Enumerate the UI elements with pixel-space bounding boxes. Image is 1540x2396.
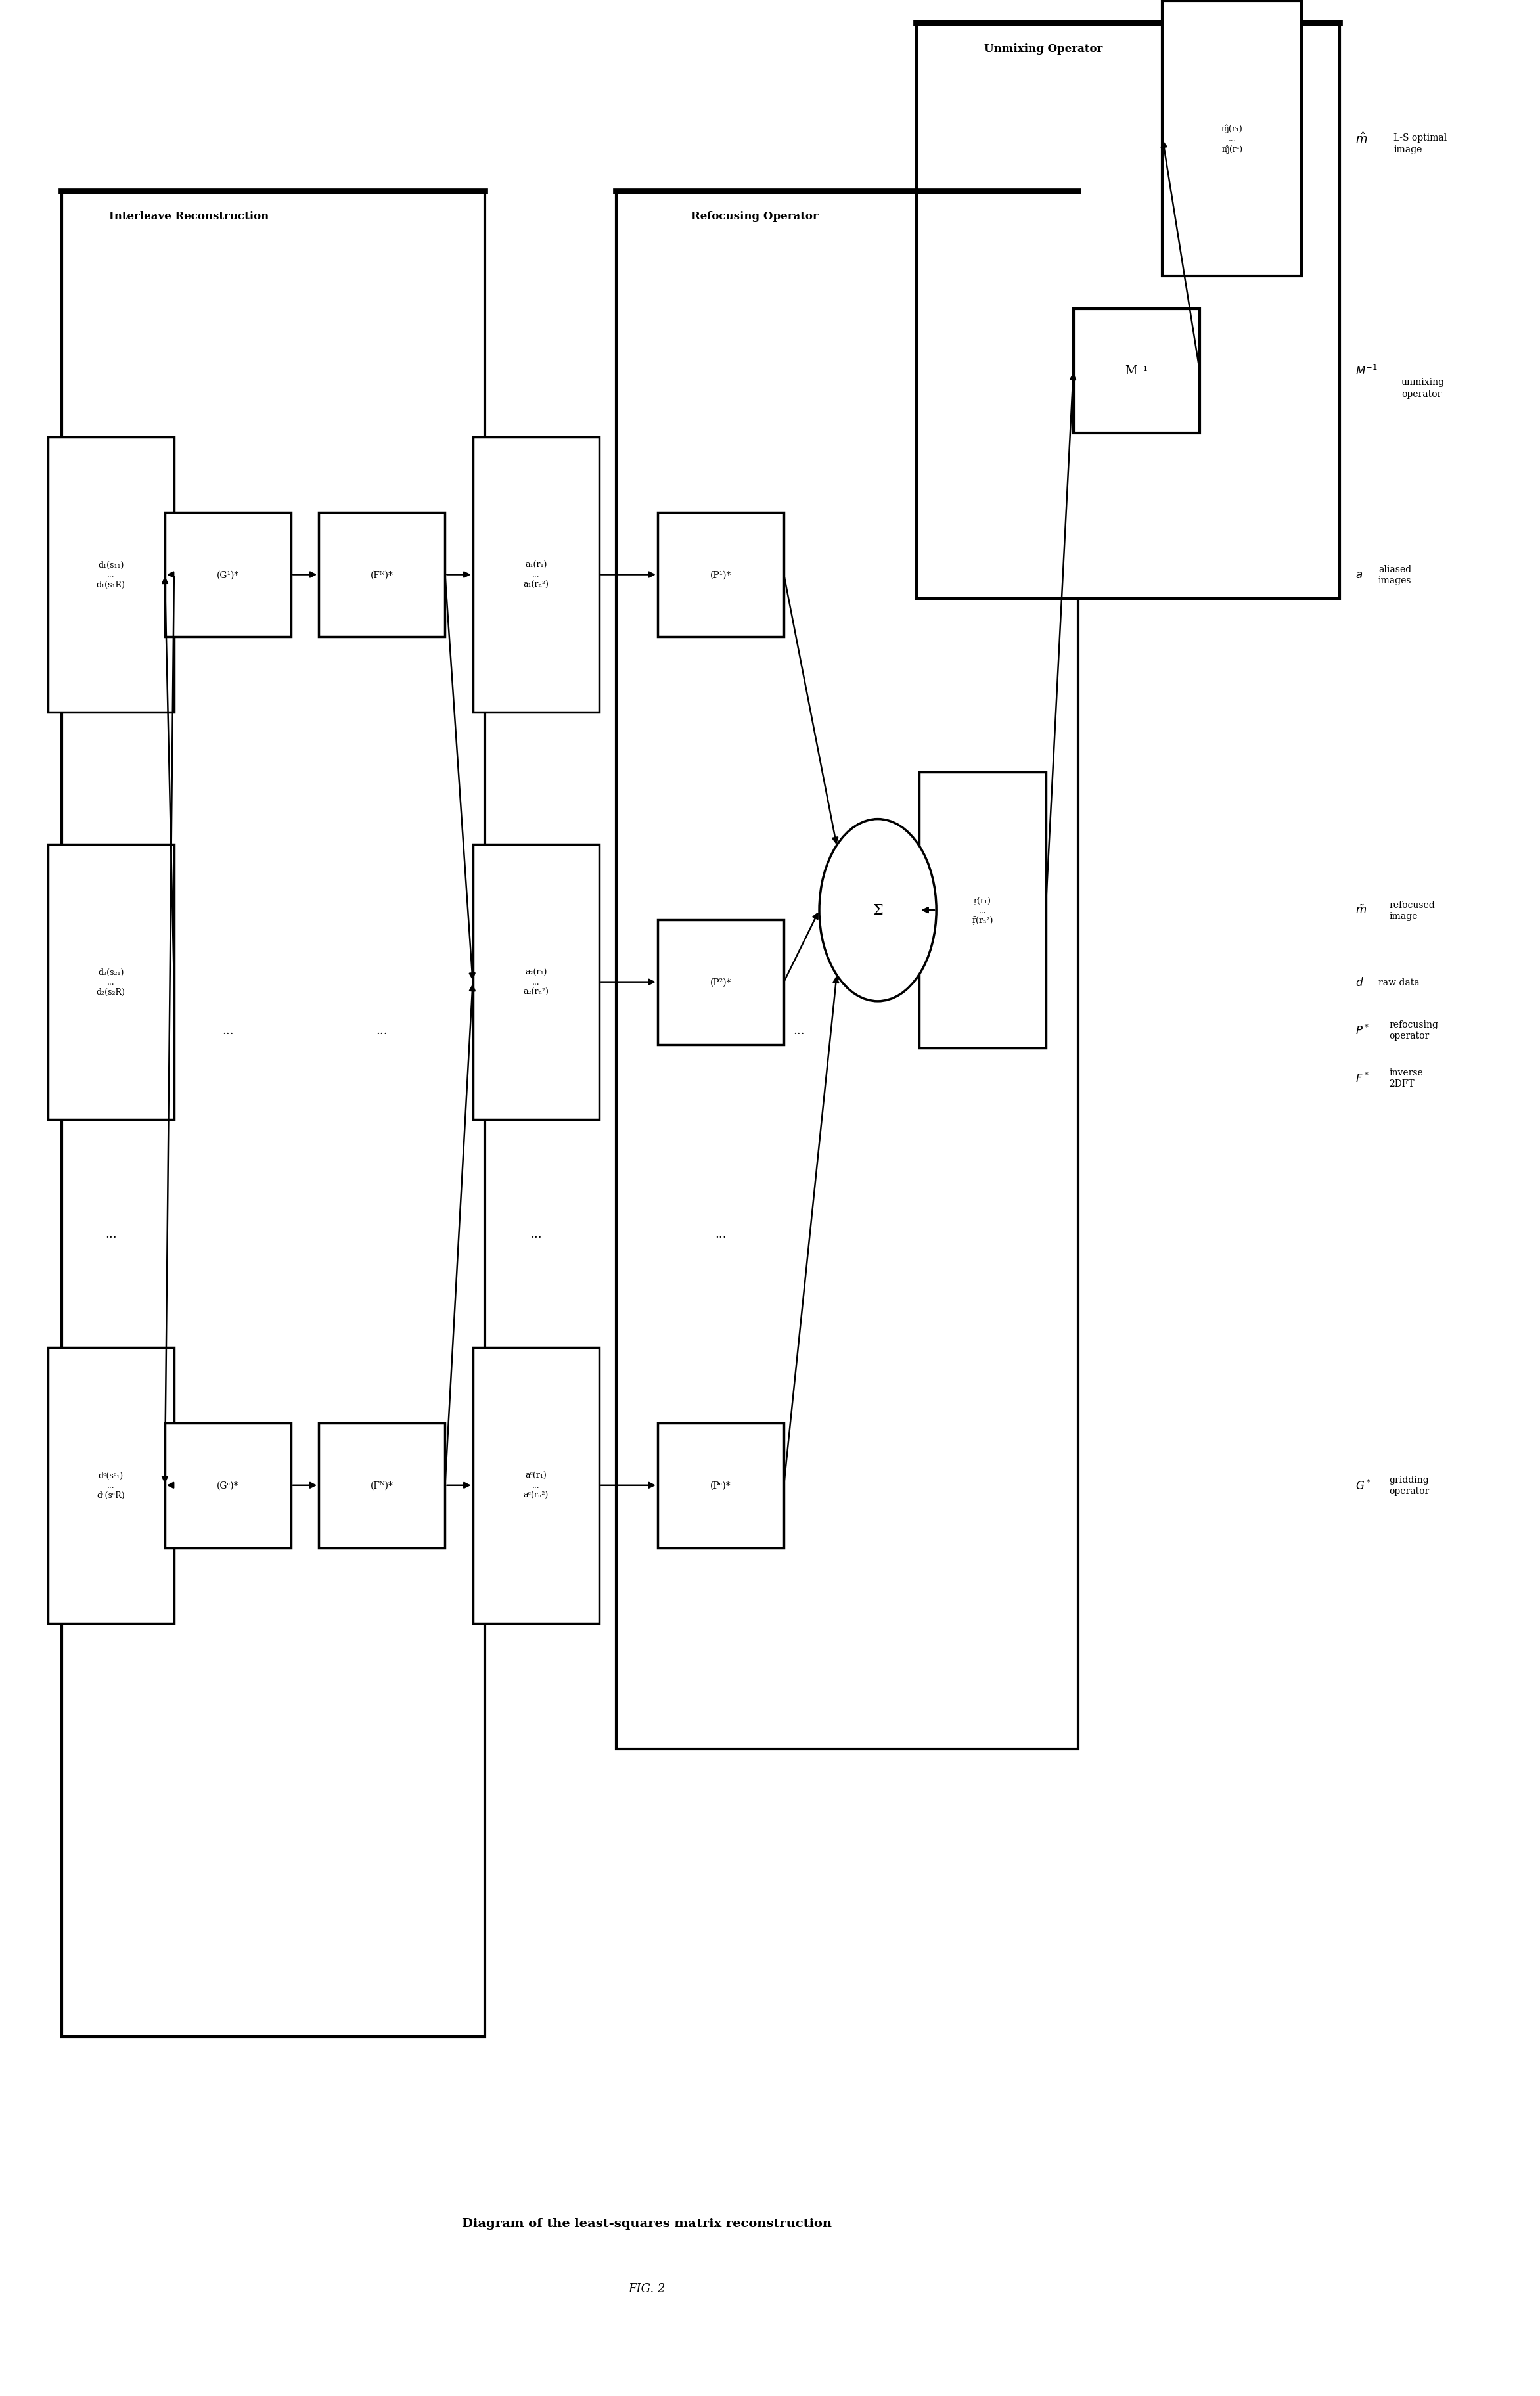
Bar [473,846,599,1121]
Circle shape [819,819,936,1002]
Text: raw data: raw data [1378,978,1420,987]
Text: ...: ... [376,1025,388,1035]
Text: unmixing
operator: unmixing operator [1401,379,1445,398]
Bar [473,436,599,714]
Text: $d$: $d$ [1355,978,1363,987]
Text: $\hat{m}$: $\hat{m}$ [1355,132,1368,146]
Text: ...: ... [105,1229,117,1239]
Text: (Gᶜ)*: (Gᶜ)* [217,1481,239,1490]
Text: ṝ(r₁)
...
ṝ(rₙ²): ṝ(r₁) ... ṝ(rₙ²) [972,896,993,925]
Bar [62,192,485,2037]
Text: ...: ... [222,1025,234,1035]
Bar [658,513,784,637]
Text: Σ: Σ [873,903,882,918]
Text: $\tilde{m}$: $\tilde{m}$ [1355,903,1366,918]
Bar [48,1347,174,1624]
Text: $P^*$: $P^*$ [1355,1023,1369,1037]
Bar [319,1423,445,1548]
Text: (G¹)*: (G¹)* [217,570,239,580]
Bar [916,24,1340,599]
Bar [616,192,1078,1749]
Bar [165,1423,291,1548]
Text: (Fᴺ)*: (Fᴺ)* [371,570,393,580]
Text: inverse
2DFT: inverse 2DFT [1389,1069,1423,1088]
Text: gridding
operator: gridding operator [1389,1476,1429,1495]
Text: M⁻¹: M⁻¹ [1126,367,1147,376]
Text: d₁(s₁₁)
...
d₁(s₁R): d₁(s₁₁) ... d₁(s₁R) [97,561,125,589]
Text: Diagram of the least-squares matrix reconstruction: Diagram of the least-squares matrix reco… [462,2219,832,2228]
Text: ...: ... [793,1025,805,1035]
Text: Interleave Reconstruction: Interleave Reconstruction [109,211,268,223]
Bar [48,436,174,714]
Text: (P¹)*: (P¹)* [710,570,731,580]
Text: a₁(r₁)
...
a₁(rₙ²): a₁(r₁) ... a₁(rₙ²) [524,561,548,589]
Text: (P²)*: (P²)* [710,978,731,987]
Text: FIG. 2: FIG. 2 [628,2283,665,2293]
Bar [319,513,445,637]
Text: $G^*$: $G^*$ [1355,1478,1371,1493]
Text: d₂(s₂₁)
...
d₂(s₂R): d₂(s₂₁) ... d₂(s₂R) [97,968,125,997]
Text: ...: ... [715,1229,727,1239]
Bar [473,1347,599,1624]
Text: ...: ... [530,1229,542,1239]
Bar [48,846,174,1121]
Text: aᶜ(r₁)
...
aᶜ(rₙ²): aᶜ(r₁) ... aᶜ(rₙ²) [524,1471,548,1500]
Text: refocusing
operator: refocusing operator [1389,1021,1438,1040]
Text: a₂(r₁)
...
a₂(rₙ²): a₂(r₁) ... a₂(rₙ²) [524,968,548,997]
Text: $a$: $a$ [1355,570,1363,580]
Text: $F^*$: $F^*$ [1355,1071,1369,1085]
Text: dᶜ(sᶜ₁)
...
dᶜ(sᶜR): dᶜ(sᶜ₁) ... dᶜ(sᶜR) [97,1471,125,1500]
Text: refocused
image: refocused image [1389,901,1435,920]
Text: L-S optimal
image: L-S optimal image [1394,134,1448,153]
Text: $M^{-1}$: $M^{-1}$ [1355,364,1377,379]
Text: (Pᶜ)*: (Pᶜ)* [710,1481,731,1490]
Bar [1073,309,1200,434]
Bar [919,772,1046,1049]
Bar [1163,2,1301,278]
Bar [165,513,291,637]
Text: Unmixing Operator: Unmixing Operator [984,43,1103,55]
Bar [658,1423,784,1548]
Text: (Fᴺ)*: (Fᴺ)* [371,1481,393,1490]
Text: aliased
images: aliased images [1378,565,1412,585]
Text: ɱ̂(r₁)
...
ɱ̂(rᶜ): ɱ̂(r₁) ... ɱ̂(rᶜ) [1221,125,1243,153]
Bar [658,920,784,1045]
Text: Refocusing Operator: Refocusing Operator [691,211,818,223]
